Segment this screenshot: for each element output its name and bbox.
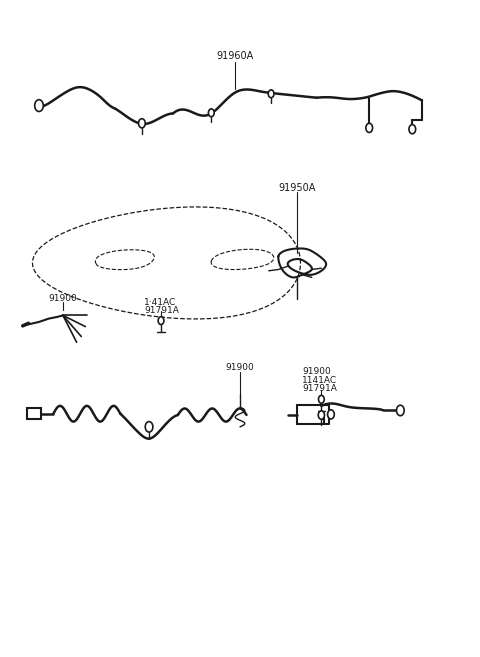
Circle shape (208, 109, 214, 117)
Circle shape (327, 410, 334, 419)
Text: 91900: 91900 (48, 294, 77, 304)
Text: 91900: 91900 (302, 367, 331, 376)
Circle shape (396, 405, 404, 416)
Text: 91950A: 91950A (279, 183, 316, 193)
Circle shape (409, 125, 416, 134)
Text: 1·41AC: 1·41AC (144, 298, 177, 307)
Circle shape (35, 100, 43, 112)
Text: 91791A: 91791A (144, 306, 179, 315)
Bar (27, 409, 41, 419)
Circle shape (319, 396, 324, 403)
Text: 1141AC: 1141AC (302, 376, 337, 386)
Circle shape (158, 317, 164, 325)
Circle shape (145, 422, 153, 432)
Circle shape (268, 90, 274, 98)
Circle shape (139, 119, 145, 128)
Text: 91900: 91900 (226, 363, 254, 373)
Text: 91960A: 91960A (216, 51, 254, 61)
Circle shape (318, 411, 324, 419)
Text: 91791A: 91791A (302, 384, 337, 394)
Circle shape (366, 124, 372, 133)
